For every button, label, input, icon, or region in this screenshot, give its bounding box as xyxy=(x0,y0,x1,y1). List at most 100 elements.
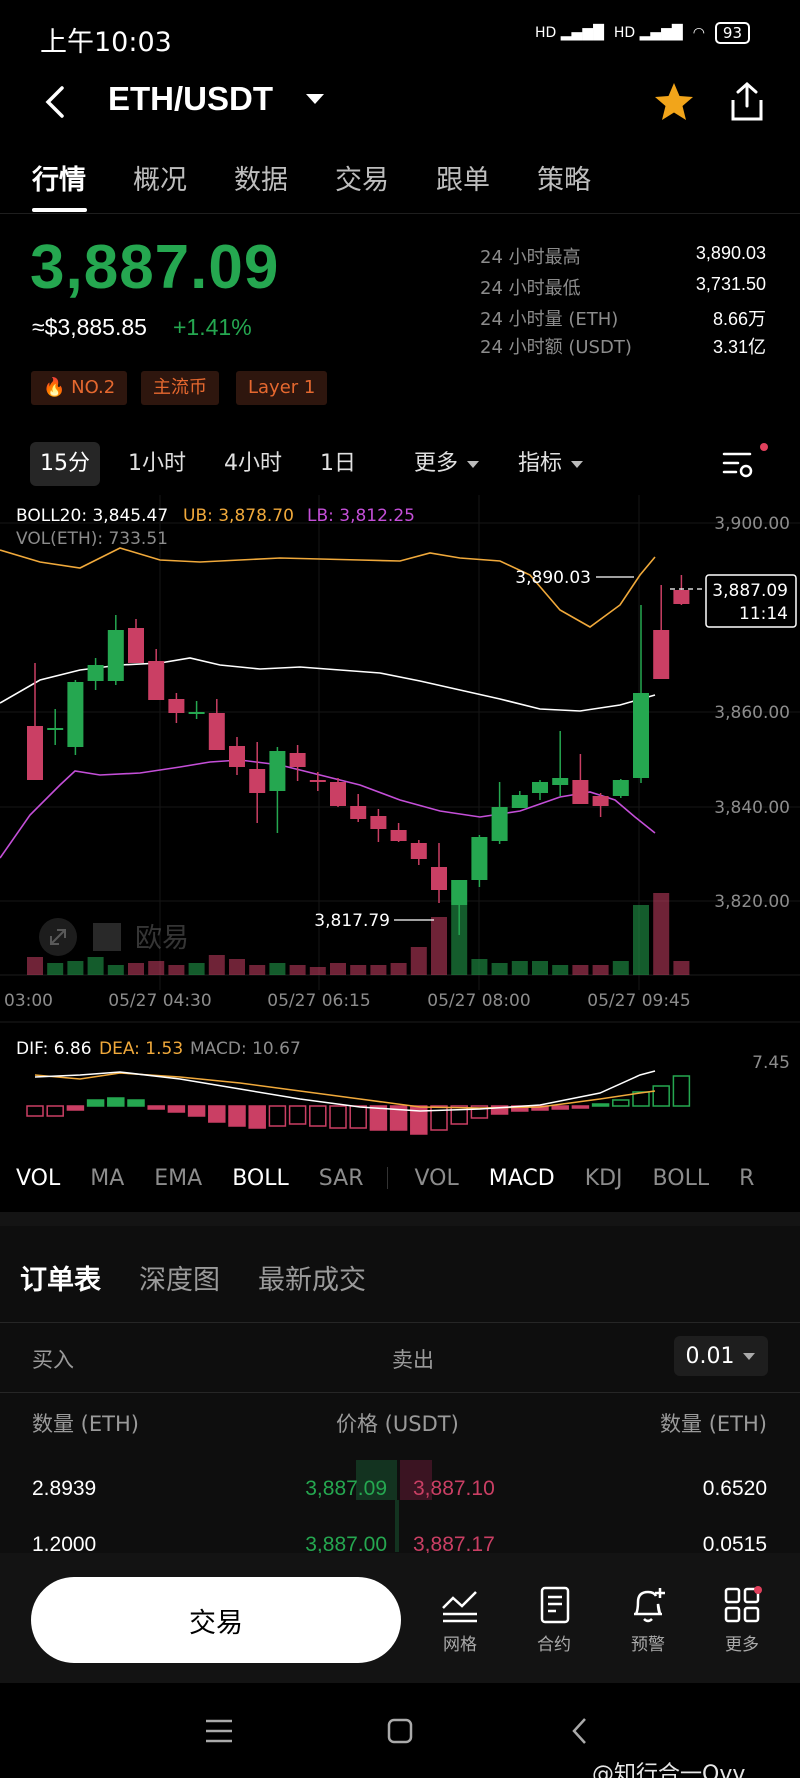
battery-icon: 93 xyxy=(714,22,750,44)
tab-trade[interactable]: 交易 xyxy=(335,165,389,196)
tf-4h[interactable]: 4小时 xyxy=(224,451,282,476)
macd-y-label: 7.45 xyxy=(752,1053,790,1073)
x-label: 05/27 08:00 xyxy=(427,991,530,1011)
home-icon[interactable] xyxy=(386,1717,414,1745)
star-icon[interactable] xyxy=(652,80,696,124)
volume-bar xyxy=(410,947,427,975)
macd-bar xyxy=(228,1105,246,1127)
tab-market[interactable]: 行情 xyxy=(32,165,86,196)
stat-vol-label: 24 小时量 (ETH) xyxy=(480,309,619,330)
tab-depth[interactable]: 深度图 xyxy=(139,1265,220,1296)
volume-bar xyxy=(532,961,548,975)
macd-bar xyxy=(288,1105,307,1125)
menu-icon[interactable] xyxy=(204,1718,234,1744)
tab-trades[interactable]: 最新成交 xyxy=(258,1265,366,1296)
macd-bar xyxy=(410,1105,428,1135)
candle-body xyxy=(229,746,245,767)
divider xyxy=(387,1167,389,1189)
bid-price[interactable]: 3,887.09 xyxy=(305,1477,387,1500)
ind-vol[interactable]: VOL xyxy=(16,1165,61,1191)
macd-bar xyxy=(632,1091,650,1107)
candle-body xyxy=(208,713,225,750)
ask-depth-bar xyxy=(400,1460,432,1500)
bid-depth-bar xyxy=(395,1500,399,1552)
tf-more-label: 更多 xyxy=(414,451,459,476)
macd-bar xyxy=(551,1105,569,1110)
bid-price[interactable]: 3,887.00 xyxy=(305,1533,387,1556)
vol-legend: VOL(ETH): 733.51 xyxy=(16,529,168,549)
macd-bar xyxy=(86,1099,105,1107)
pair-title[interactable]: ETH/USDT xyxy=(108,80,273,117)
ind-sub-vol[interactable]: VOL xyxy=(414,1165,459,1191)
ind-sub-macd[interactable]: MACD xyxy=(488,1165,555,1191)
ind-sub-more[interactable]: R xyxy=(739,1165,755,1191)
nav-alert[interactable]: 预警 xyxy=(608,1586,688,1655)
indicators-dropdown[interactable]: 指标 xyxy=(508,442,594,486)
volume-bar xyxy=(168,965,185,975)
tf-more-dropdown[interactable]: 更多 xyxy=(404,442,490,486)
ask-price[interactable]: 3,887.17 xyxy=(413,1533,495,1556)
ind-boll[interactable]: BOLL xyxy=(232,1165,289,1191)
tf-15m[interactable]: 15分 xyxy=(30,442,100,486)
candle-body xyxy=(249,769,266,793)
nav-contract[interactable]: 合约 xyxy=(514,1586,594,1655)
timeframe-bar: 15分 1小时 4小时 1日 更多 指标 xyxy=(30,442,612,486)
tab-strategy[interactable]: 策略 xyxy=(537,165,591,196)
tick-size-select[interactable]: 0.01 xyxy=(674,1336,768,1376)
nav-grid[interactable]: 网格 xyxy=(420,1586,500,1655)
indicator-bar: VOL MA EMA BOLL SAR VOL MACD KDJ BOLL R xyxy=(0,1160,800,1196)
candle-body xyxy=(511,795,528,808)
candle-body xyxy=(410,843,427,859)
boll-lower-line xyxy=(0,759,656,859)
macd-bar xyxy=(26,1105,44,1117)
ind-sub-kdj[interactable]: KDJ xyxy=(584,1165,623,1191)
volume-bar xyxy=(128,963,144,975)
rank-tag[interactable]: 🔥 NO.2 xyxy=(31,371,128,405)
ask-price[interactable]: 3,887.10 xyxy=(413,1477,495,1500)
nav-more-label: 更多 xyxy=(725,1635,759,1655)
macd-dea-line xyxy=(34,1072,656,1109)
nav-alert-label: 预警 xyxy=(631,1635,665,1655)
macd-bar xyxy=(612,1099,630,1107)
macd-dea-legend: DEA: 1.53 xyxy=(99,1039,183,1059)
tab-data[interactable]: 数据 xyxy=(234,165,288,196)
bid-depth-bar xyxy=(356,1460,397,1500)
candle-body xyxy=(188,712,205,714)
col-qty-buy: 数量 (ETH) xyxy=(32,1412,139,1436)
back-icon[interactable] xyxy=(40,82,70,122)
share-icon[interactable] xyxy=(727,80,767,124)
rank-tag-label: NO.2 xyxy=(71,377,116,398)
tab-overview[interactable]: 概况 xyxy=(133,165,187,196)
candle-body xyxy=(168,699,185,713)
nav-more[interactable]: 更多 xyxy=(702,1586,782,1655)
volume-bar xyxy=(633,905,649,975)
tab-copy[interactable]: 跟单 xyxy=(436,165,490,196)
chevron-down-icon[interactable] xyxy=(304,92,326,106)
kline-chart[interactable]: BOLL20: 3,845.47 UB: 3,878.70 LB: 3,812.… xyxy=(0,495,800,1150)
volume-bar xyxy=(572,965,589,975)
volume-bar xyxy=(188,963,205,975)
book-tabs: 订单表 深度图 最新成交 xyxy=(20,1258,366,1297)
tf-1d[interactable]: 1日 xyxy=(320,451,356,476)
macd-bar xyxy=(309,1105,327,1127)
tab-orderbook[interactable]: 订单表 xyxy=(20,1265,101,1296)
bid-qty: 2.8939 xyxy=(32,1477,97,1500)
tf-1h[interactable]: 1小时 xyxy=(128,451,186,476)
trade-button[interactable]: 交易 xyxy=(31,1577,401,1663)
candle-body xyxy=(107,630,124,681)
category-tag[interactable]: 主流币 xyxy=(141,371,219,405)
ind-ma[interactable]: MA xyxy=(90,1165,125,1191)
divider xyxy=(0,213,800,214)
ind-sub-boll[interactable]: BOLL xyxy=(652,1165,710,1191)
chart-settings-icon[interactable] xyxy=(720,448,756,480)
candle-body xyxy=(633,693,649,778)
boll-mid-legend: BOLL20: 3,845.47 xyxy=(16,506,168,526)
volume-bar xyxy=(249,965,266,975)
ind-sar[interactable]: SAR xyxy=(318,1165,364,1191)
layer-tag[interactable]: Layer 1 xyxy=(236,371,328,405)
back-nav-icon[interactable] xyxy=(570,1716,588,1746)
y-label: 3,900.00 xyxy=(714,514,790,534)
ind-ema[interactable]: EMA xyxy=(154,1165,203,1191)
stat-amount-label: 24 小时额 (USDT) xyxy=(480,337,632,358)
candle-body xyxy=(289,753,306,767)
